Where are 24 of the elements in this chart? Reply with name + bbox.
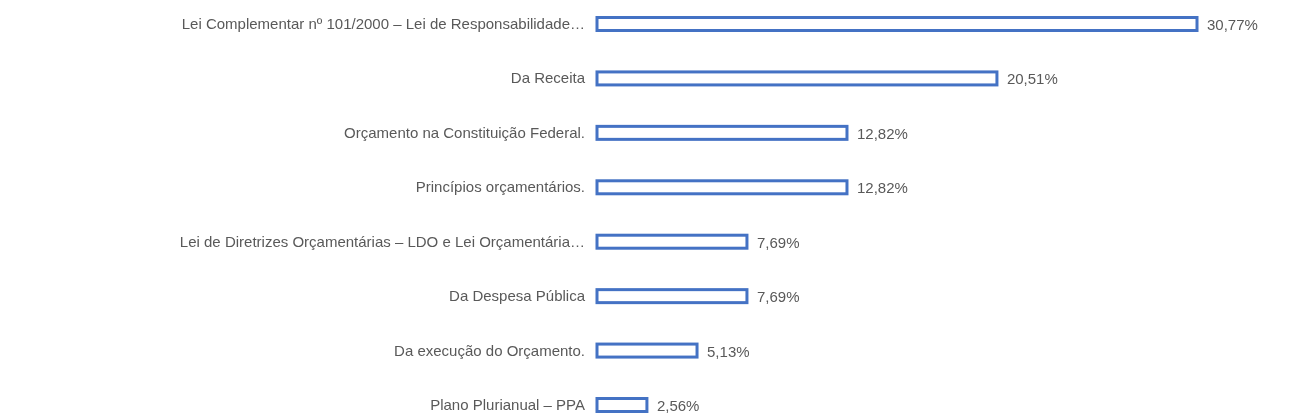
y-tick-label: Princípios orçamentários. — [415, 178, 585, 196]
bar — [595, 16, 1199, 32]
data-label: 12,82% — [856, 179, 908, 197]
data-label: 7,69% — [756, 233, 800, 251]
y-tick-label: Da Receita — [510, 69, 586, 87]
y-tick-label: Plano Plurianual – PPA — [430, 396, 585, 413]
y-tick-label: Da execução do Orçamento. — [394, 341, 585, 359]
bar — [595, 70, 999, 87]
data-label: 20,51% — [1006, 70, 1058, 88]
bar — [595, 288, 749, 305]
data-label: 12,82% — [856, 124, 908, 142]
bar — [595, 124, 849, 141]
data-label: 30,77% — [1207, 16, 1258, 33]
y-tick-label: Da Despesa Pública — [449, 287, 586, 305]
y-tick-label: Lei Complementar nº 101/2000 – Lei de Responsabilidade… — [181, 15, 585, 32]
y-tick-label: Lei de Diretrizes Orçamentárias – LDO e Lei Orçamentária… — [179, 232, 585, 250]
data-label: 5,13% — [707, 342, 750, 360]
bar — [595, 342, 699, 359]
data-label: 7,69% — [756, 288, 800, 306]
bar — [595, 397, 649, 413]
data-label: 2,56% — [656, 397, 700, 414]
bar — [595, 179, 849, 196]
y-tick-label: Orçamento na Constituição Federal. — [344, 123, 585, 141]
bar — [595, 233, 749, 250]
